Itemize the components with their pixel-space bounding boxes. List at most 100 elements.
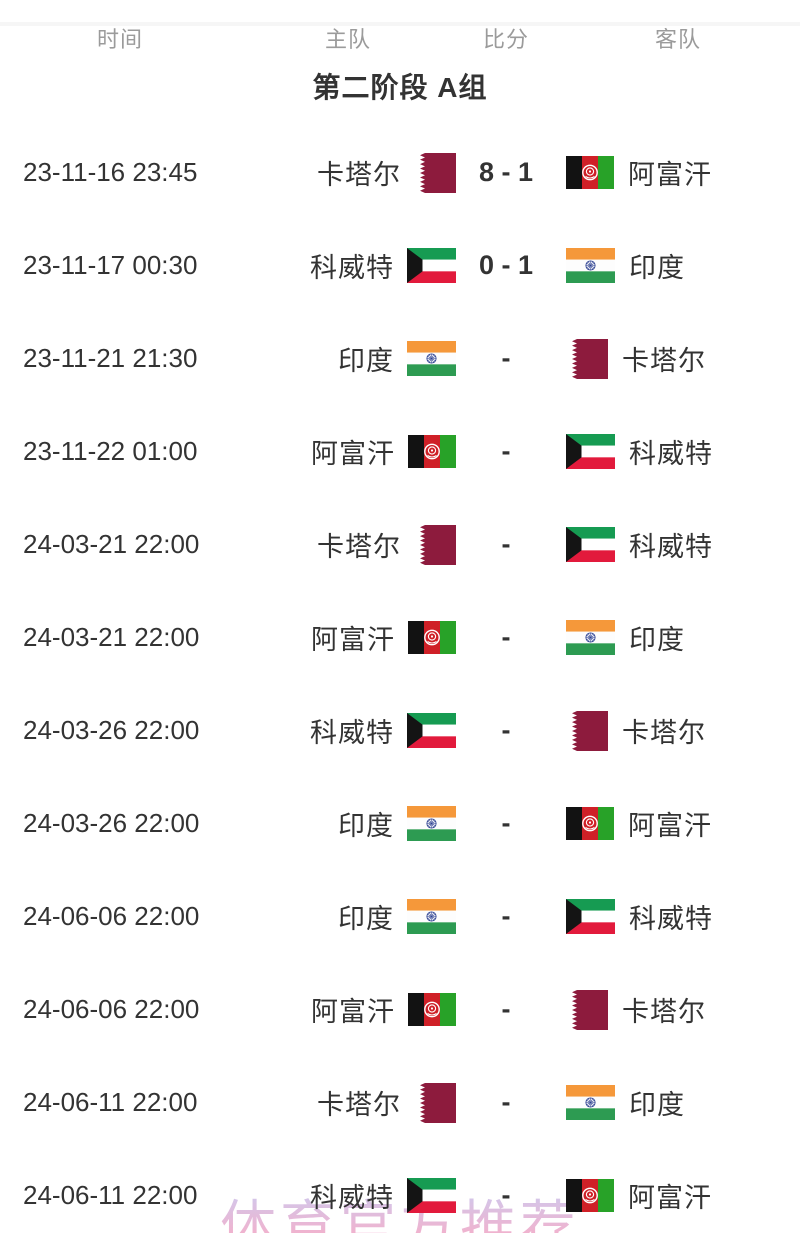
flag-icon-india (407, 899, 456, 934)
match-list: 23-11-16 23:45 卡塔尔 8 - 1 阿富汗 23-11-17 00… (0, 126, 800, 1233)
flag-icon-kuwait (566, 527, 615, 562)
home-team: 卡塔尔 (240, 1082, 456, 1123)
home-team: 印度 (240, 897, 456, 936)
home-team-name: 科威特 (310, 718, 394, 748)
away-team: 印度 (556, 618, 800, 657)
home-team: 卡塔尔 (240, 524, 456, 565)
match-row[interactable]: 23-11-16 23:45 卡塔尔 8 - 1 阿富汗 (0, 126, 800, 219)
home-team-name: 科威特 (310, 253, 394, 283)
match-score: - (501, 529, 511, 559)
away-team: 阿富汗 (556, 804, 800, 843)
match-row[interactable]: 24-06-06 22:00 阿富汗 - 卡塔尔 (0, 963, 800, 1056)
away-team: 卡塔尔 (556, 710, 800, 751)
match-score: 8 - 1 (478, 157, 534, 187)
match-time: 24-03-21 22:00 (23, 529, 200, 559)
match-score: - (501, 436, 511, 466)
away-team-name: 印度 (629, 1090, 685, 1120)
home-team: 阿富汗 (240, 432, 456, 471)
home-team: 科威特 (240, 1176, 456, 1215)
column-header-away: 客队 (654, 27, 701, 52)
match-score: - (501, 622, 511, 652)
away-team: 阿富汗 (556, 1176, 800, 1215)
away-team-name: 阿富汗 (628, 1183, 712, 1213)
match-score: - (501, 343, 511, 373)
home-team-name: 阿富汗 (311, 997, 395, 1027)
match-time: 24-06-11 22:00 (23, 1180, 198, 1210)
match-row[interactable]: 23-11-22 01:00 阿富汗 - 科威特 (0, 405, 800, 498)
match-time: 24-03-21 22:00 (23, 622, 200, 652)
home-team-name: 卡塔尔 (317, 160, 401, 190)
match-score: 0 - 1 (478, 250, 534, 280)
column-header-score: 比分 (482, 27, 529, 52)
away-team-name: 卡塔尔 (622, 346, 706, 376)
away-team-name: 科威特 (629, 904, 713, 934)
away-team: 科威特 (556, 432, 800, 471)
flag-icon-kuwait (407, 248, 456, 283)
away-team-name: 科威特 (629, 532, 713, 562)
home-team-name: 印度 (338, 346, 394, 376)
match-score: - (501, 808, 511, 838)
away-team-name: 阿富汗 (628, 811, 712, 841)
flag-icon-kuwait (407, 1178, 456, 1213)
match-row[interactable]: 24-06-11 22:00 科威特 - 阿富汗 (0, 1149, 800, 1233)
away-team: 科威特 (556, 525, 800, 564)
home-team: 科威特 (240, 711, 456, 750)
flag-icon-qatar (414, 152, 456, 193)
match-time: 24-06-06 22:00 (23, 994, 200, 1024)
match-row[interactable]: 24-03-21 22:00 卡塔尔 - 科威特 (0, 498, 800, 591)
flag-icon-afghanistan (408, 621, 456, 654)
home-team: 卡塔尔 (240, 152, 456, 193)
match-row[interactable]: 24-06-11 22:00 卡塔尔 - 印度 (0, 1056, 800, 1149)
away-team-name: 阿富汗 (628, 160, 712, 190)
home-team-name: 卡塔尔 (317, 1090, 401, 1120)
fixtures-page: 时间 主队 比分 客队 第二阶段 A组 23-11-16 23:45 卡塔尔 8… (0, 22, 800, 1233)
flag-icon-kuwait (566, 434, 615, 469)
away-team-name: 印度 (629, 625, 685, 655)
flag-icon-afghanistan (408, 993, 456, 1026)
flag-icon-afghanistan (566, 1179, 614, 1212)
away-team: 印度 (556, 246, 800, 285)
match-row[interactable]: 24-06-06 22:00 印度 - 科威特 (0, 870, 800, 963)
table-header: 时间 主队 比分 客队 (0, 22, 800, 54)
away-team-name: 科威特 (629, 439, 713, 469)
home-team: 阿富汗 (240, 990, 456, 1029)
away-team: 阿富汗 (556, 153, 800, 192)
away-team-name: 卡塔尔 (622, 718, 706, 748)
flag-icon-qatar (414, 524, 456, 565)
flag-icon-afghanistan (566, 807, 614, 840)
away-team: 卡塔尔 (556, 989, 800, 1030)
away-team: 科威特 (556, 897, 800, 936)
home-team-name: 科威特 (310, 1183, 394, 1213)
home-team-name: 阿富汗 (311, 439, 395, 469)
match-score: - (501, 1087, 511, 1117)
match-time: 23-11-16 23:45 (23, 157, 198, 187)
home-team-name: 印度 (338, 904, 394, 934)
flag-icon-afghanistan (566, 156, 614, 189)
top-divider (0, 22, 800, 26)
match-time: 24-06-06 22:00 (23, 901, 200, 931)
match-score: - (501, 901, 511, 931)
away-team: 卡塔尔 (556, 338, 800, 379)
match-score: - (501, 1180, 511, 1210)
match-row[interactable]: 24-03-26 22:00 科威特 - 卡塔尔 (0, 684, 800, 777)
group-title: 第二阶段 A组 (312, 72, 488, 103)
home-team: 科威特 (240, 246, 456, 285)
home-team: 印度 (240, 804, 456, 843)
flag-icon-india (566, 1085, 615, 1120)
home-team: 阿富汗 (240, 618, 456, 657)
match-time: 24-06-11 22:00 (23, 1087, 198, 1117)
column-header-home: 主队 (324, 27, 371, 52)
match-row[interactable]: 24-03-26 22:00 印度 - 阿富汗 (0, 777, 800, 870)
away-team-name: 卡塔尔 (622, 997, 706, 1027)
match-row[interactable]: 24-03-21 22:00 阿富汗 - 印度 (0, 591, 800, 684)
flag-icon-india (407, 341, 456, 376)
column-header-time: 时间 (96, 27, 143, 52)
match-time: 23-11-21 21:30 (23, 343, 198, 373)
away-team: 印度 (556, 1083, 800, 1122)
match-time: 23-11-17 00:30 (23, 250, 198, 280)
flag-icon-qatar (414, 1082, 456, 1123)
flag-icon-kuwait (566, 899, 615, 934)
flag-icon-kuwait (407, 713, 456, 748)
match-row[interactable]: 23-11-17 00:30 科威特 0 - 1 印度 (0, 219, 800, 312)
match-row[interactable]: 23-11-21 21:30 印度 - 卡塔尔 (0, 312, 800, 405)
